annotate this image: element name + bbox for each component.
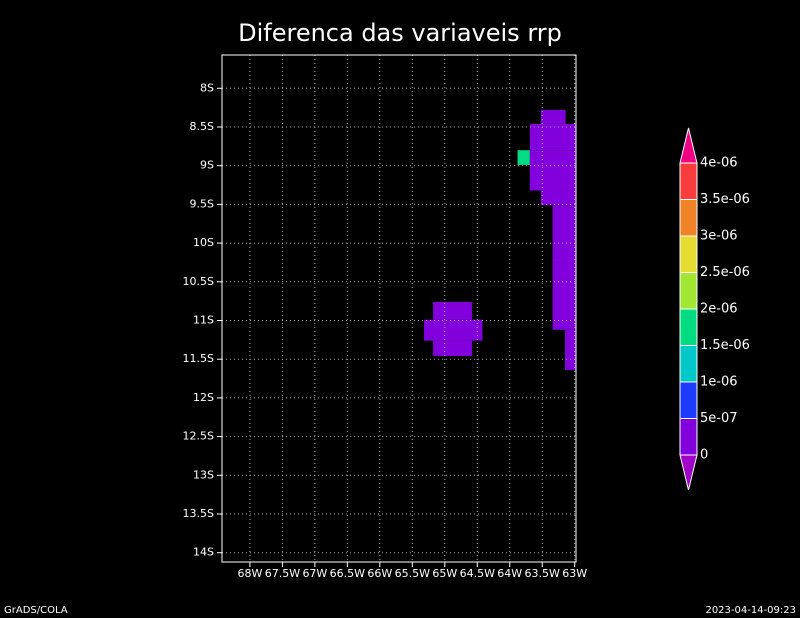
colorbar-label: 3.5e-06 bbox=[700, 192, 750, 207]
chart-title: Diferenca das variaveis rrp bbox=[238, 19, 562, 47]
colorbar-label: 2e-06 bbox=[700, 302, 738, 317]
colorbar-segment bbox=[679, 308, 698, 346]
cell bbox=[433, 340, 473, 357]
x-tick-label: 63W bbox=[562, 567, 587, 580]
cell bbox=[540, 109, 566, 124]
cell bbox=[564, 329, 576, 371]
y-tick-label: 11.5S bbox=[183, 352, 214, 365]
y-tick-label: 8S bbox=[200, 81, 214, 94]
cell bbox=[529, 150, 576, 191]
colorbar-label: 4e-06 bbox=[700, 156, 738, 171]
footer-left: GrADS/COLA bbox=[4, 605, 68, 616]
x-tick-label: 65W bbox=[432, 567, 457, 580]
y-tick-label: 10.5S bbox=[183, 275, 214, 288]
colorbar-label: 3e-06 bbox=[700, 229, 738, 244]
colorbar-segment bbox=[679, 162, 698, 200]
y-tick-label: 13S bbox=[193, 468, 214, 481]
x-tick-label: 68W bbox=[237, 567, 262, 580]
y-tick-label: 9S bbox=[200, 159, 214, 172]
colorbar-segment bbox=[679, 272, 698, 310]
plot-frame bbox=[221, 54, 577, 563]
x-tick-label: 63.5W bbox=[525, 567, 560, 580]
x-tick-label: 64.5W bbox=[460, 567, 495, 580]
x-tick-label: 66.5W bbox=[330, 567, 365, 580]
cell bbox=[552, 262, 576, 330]
colorbar-segment bbox=[679, 418, 698, 456]
cell bbox=[540, 190, 576, 206]
x-tick-label: 66W bbox=[367, 567, 392, 580]
x-tick-label: 65.5W bbox=[395, 567, 430, 580]
cell bbox=[529, 123, 576, 151]
colorbar-label: 5e-07 bbox=[700, 411, 738, 426]
colorbar-segment bbox=[679, 381, 698, 419]
cell bbox=[433, 301, 473, 320]
y-tick-label: 12S bbox=[193, 391, 214, 404]
y-tick-label: 10S bbox=[193, 236, 214, 249]
colorbar-segment bbox=[679, 345, 698, 383]
y-tick-label: 9.5S bbox=[190, 197, 214, 210]
footer-right: 2023-04-14-09:23 bbox=[705, 605, 796, 616]
y-tick-label: 12.5S bbox=[183, 430, 214, 443]
colorbar-label: 0 bbox=[700, 448, 708, 463]
colorbar-label: 2.5e-06 bbox=[700, 265, 750, 280]
colorbar-label: 1e-06 bbox=[700, 375, 738, 390]
x-tick-label: 67W bbox=[302, 567, 327, 580]
colorbar-segment bbox=[679, 235, 698, 273]
colorbar-high bbox=[679, 127, 698, 164]
y-tick-label: 8.5S bbox=[190, 120, 214, 133]
colorbar-segment bbox=[679, 199, 698, 237]
colorbar-label: 1.5e-06 bbox=[700, 338, 750, 353]
cell bbox=[517, 150, 530, 165]
cell bbox=[424, 319, 483, 341]
y-tick-label: 13.5S bbox=[183, 507, 214, 520]
cell bbox=[552, 205, 576, 263]
x-tick-label: 64W bbox=[497, 567, 522, 580]
x-tick-label: 67.5W bbox=[265, 567, 300, 580]
y-tick-label: 14S bbox=[193, 546, 214, 559]
y-tick-label: 11S bbox=[193, 313, 214, 326]
